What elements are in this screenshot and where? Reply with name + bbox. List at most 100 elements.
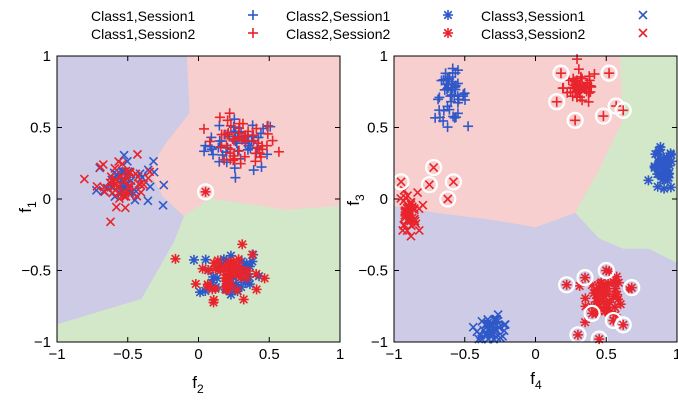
point-class1-session2: [234, 118, 245, 129]
point-class3-session1: [482, 318, 493, 328]
point-class1-session2: [228, 133, 239, 144]
point-class2-session2: [588, 288, 599, 299]
point-class3-session2: [119, 191, 129, 202]
point-class1-session2: [589, 68, 600, 79]
y-tick-label: −1: [371, 334, 388, 351]
legend-marker-class2-session1: [443, 10, 453, 20]
point-class1-session1: [199, 146, 210, 157]
point-class1-session1: [443, 82, 454, 93]
point-class2-session1: [659, 183, 670, 194]
highlighted-point-class1: [570, 115, 581, 126]
point-class1-session2: [204, 136, 215, 147]
point-class1-session2: [228, 135, 239, 146]
highlighted-point-class3: [429, 162, 439, 173]
y-tick-label: −0.5: [21, 263, 51, 280]
point-class1-session1: [442, 73, 453, 84]
point-class1-session1: [214, 135, 225, 146]
point-class1-session2: [571, 75, 582, 86]
point-class3-session1: [159, 180, 169, 190]
point-class1-session2: [215, 141, 226, 152]
point-class3-session2: [92, 181, 102, 191]
point-class3-session2: [110, 163, 120, 173]
point-class3-session2: [118, 175, 129, 185]
point-class2-session2: [232, 285, 243, 296]
highlighted-point-class3: [448, 177, 458, 187]
highlight-ring: [614, 316, 632, 334]
point-class1-session2: [580, 83, 591, 94]
point-class1-session2: [233, 145, 244, 156]
point-class3-session2: [117, 159, 127, 169]
x-tick-label: 0.5: [259, 346, 280, 363]
legend-marker-class3-session2: [638, 28, 648, 38]
highlighted-point-class2: [561, 279, 572, 290]
point-class1-session2: [229, 153, 240, 164]
right-x-axis-label: f4: [530, 369, 542, 392]
point-class1-session1: [230, 172, 241, 183]
point-class1-session1: [434, 92, 445, 103]
legend-label-class3-session1: Class3,Session1: [481, 8, 585, 24]
point-class1-session2: [254, 148, 265, 159]
left-x-axis-label: f2: [192, 373, 204, 396]
point-class3-session2: [402, 203, 412, 213]
highlighted-point-class3: [443, 194, 453, 204]
point-class3-session1: [122, 156, 132, 166]
point-class3-session1: [488, 326, 498, 336]
point-class3-session2: [108, 182, 119, 192]
highlight-ring: [604, 311, 622, 330]
x-tick-label: 0: [194, 346, 202, 363]
point-class2-session2: [202, 281, 213, 292]
point-class1-session1: [433, 94, 444, 105]
point-class1-session2: [222, 115, 233, 126]
y-tick-label: 0: [43, 191, 51, 208]
y-tick-label: −1: [34, 334, 51, 351]
highlighted-point-class2: [572, 329, 583, 340]
point-class1-session1: [459, 88, 470, 99]
point-class2-session2: [208, 297, 219, 308]
y-tick-label: −0.5: [358, 263, 388, 280]
highlighted-point-class3: [424, 180, 434, 190]
point-class3-session1: [468, 322, 478, 332]
point-class3-session2: [402, 191, 413, 201]
point-class1-session2: [583, 96, 594, 107]
highlight-ring: [576, 269, 594, 287]
legend-marker-class1-session1: [248, 10, 258, 20]
point-class1-session1: [208, 149, 219, 160]
point-class1-session1: [444, 71, 455, 82]
point-class3-session1: [499, 326, 509, 336]
point-class1-session2: [573, 64, 584, 75]
point-class1-session2: [273, 146, 284, 157]
legend-marker-class2-session2: [443, 28, 453, 38]
highlight-ring: [566, 111, 584, 129]
point-class2-session1: [656, 169, 667, 180]
point-class3-session2: [125, 167, 135, 177]
x-tick-label: −1: [385, 346, 402, 363]
legend-label-class2-session1: Class2,Session1: [286, 8, 390, 24]
point-class1-session2: [251, 123, 262, 134]
x-tick-label: 1: [336, 346, 344, 363]
point-class1-session2: [243, 126, 254, 137]
point-class2-session2: [251, 284, 262, 295]
y-tick-label: 0: [380, 191, 388, 208]
y-tick-label: 1: [43, 48, 51, 65]
highlight-ring: [439, 190, 457, 208]
point-class2-session2: [203, 265, 214, 276]
highlighted-point-class1: [618, 105, 629, 116]
point-class1-session1: [434, 105, 445, 116]
point-class2-session2: [259, 273, 270, 284]
point-class3-session2: [414, 204, 424, 214]
highlighted-point-class1: [604, 68, 615, 79]
right-y-axis-label: f3: [344, 194, 367, 206]
point-class3-session2: [132, 191, 142, 201]
y-tick-label: 1: [380, 48, 388, 65]
point-class1-session2: [585, 80, 596, 91]
legend-marker-class1-session2: [248, 28, 258, 38]
right-axis-ticks: −1 −0.5 0 0.5 1 −1 −0.5 0 0.5 1: [358, 48, 678, 363]
point-class3-session1: [143, 196, 153, 206]
point-class2-session2: [613, 294, 624, 305]
point-class2-session2: [237, 239, 248, 250]
left-decision-regions: [56, 55, 341, 343]
point-class1-session2: [199, 123, 210, 134]
left-y-axis-label: f1: [16, 201, 39, 213]
